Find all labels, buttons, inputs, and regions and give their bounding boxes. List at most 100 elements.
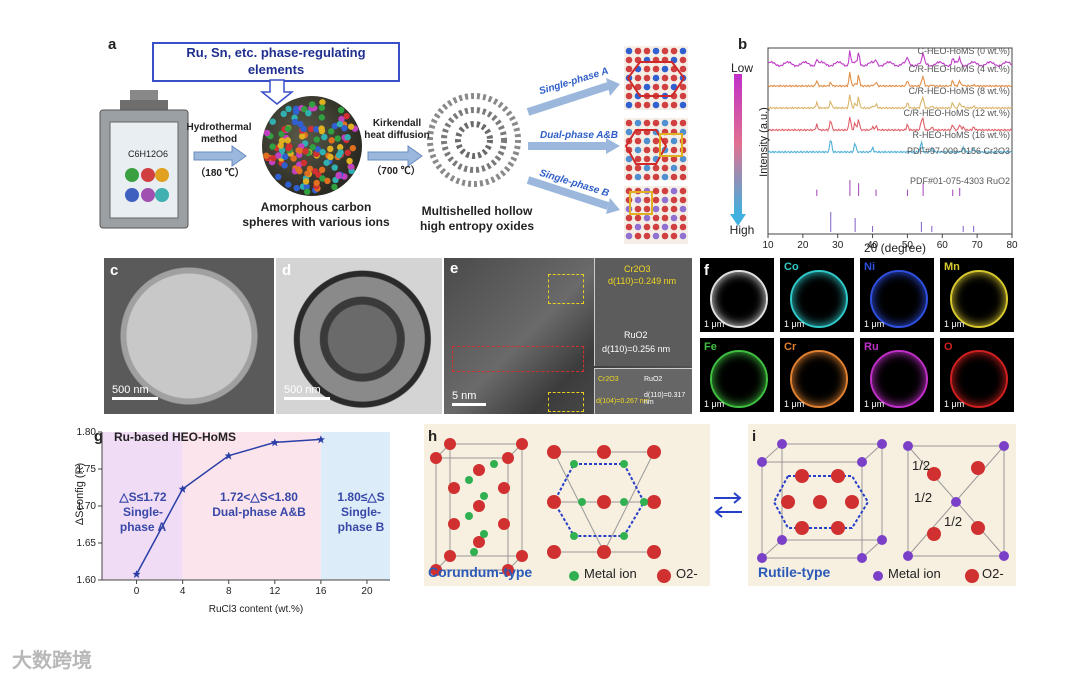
i-half-3: 1/2 [944,514,963,529]
kirk-line-2: heat diffusion [364,130,430,141]
xrd-trace-label: C/R-HEO-HoMS (12 wt.%) [903,108,1010,118]
e-sub-d2: d(110)=0.317 nm [644,392,686,406]
xrd-ylabel: Intensity (a.u.) [758,107,770,177]
tem-scale: 500 nm [284,384,321,396]
eds-map-sem: 1 μm [700,258,774,332]
eds-map-element: Mn [944,261,960,273]
rutile-structure [757,439,1009,583]
e-sub-cr: Cr2O3 [598,376,619,383]
panel-i-label: i [752,428,757,445]
e-sub-d1: d(104)=0.267 nm [596,398,650,405]
xrd-xtick: 40 [867,240,879,251]
eds-map-sphere [950,350,1008,408]
box-line-1: Ru, Sn, etc. phase-regulating [186,45,366,60]
eds-map-sphere [790,270,848,328]
eds-map-fe: Fe 1 μm [700,338,774,412]
g-region-a [102,432,183,580]
g-ytick: 1.65 [77,538,97,549]
xrd-xtick: 20 [797,240,809,251]
eds-map-scale: 1 μm [704,399,725,409]
xrd-xtick: 70 [972,240,984,251]
g-ytick: 1.75 [77,464,97,475]
eds-map-element: Fe [704,341,717,353]
eds-map-sphere [790,350,848,408]
hollow-line-1: Multishelled hollow [421,204,533,218]
amorph-line-2: spheres with various ions [242,215,390,229]
corundum-name: Corundum-type [428,564,533,580]
rutile-name: Rutile-type [758,564,831,580]
hrtem-box-1 [548,274,584,304]
e-cr2o3: Cr2O3 [624,264,651,274]
g-point [224,451,233,460]
xrd-low: Low [730,61,753,75]
kirk-line-1: Kirkendall [372,118,422,129]
eds-map-co: Co 1 μm [780,258,854,332]
xrd-xlabel: 2θ (degree) [863,241,927,255]
panel-a-label: a [108,36,117,53]
sem-scale-bar [112,397,158,400]
eds-map-scale: 1 μm [704,319,725,329]
hrtem-interface-box [452,346,584,372]
hydro-temp: （180 ℃） [195,168,245,179]
panel-c-label: c [110,262,119,279]
g-region-b-line2: Single- [340,505,381,519]
panel-b-label: b [738,36,748,53]
sem-scale: 500 nm [112,384,149,396]
g-region-a-text: △S≤1.72 Single- phase A [102,490,184,535]
h-legend-o: O2- [676,566,698,581]
hrtem-image: e Cr2O3 d(110)=0.249 nm RuO2 d(110)=0.25… [444,258,692,414]
xrd-xtick: 60 [937,240,949,251]
eds-map-sphere [710,270,768,328]
hollow-label: Multishelled hollow high entropy oxides [412,204,542,234]
phase-regulating-box: Ru, Sn, etc. phase-regulating elements [152,42,400,82]
eds-map-scale: 1 μm [944,319,965,329]
panel-d-label: d [282,262,292,279]
panel-e-label: e [450,260,459,277]
g-region-b-text: 1.80≤△S Single- phase B [326,490,396,535]
hydro-line-1: Hydrothermal [186,122,252,133]
xrd-xtick: 30 [832,240,844,251]
g-point [132,570,141,579]
g-region-a-line2: Single- [122,505,163,519]
g-region-a-line3: phase A [119,520,167,534]
hrtem-scale-bar [452,403,486,406]
xrd-xtick: 10 [762,240,774,251]
eds-map-element: Ni [864,261,875,273]
eds-map-sphere [710,350,768,408]
eds-map-element: Co [784,261,799,273]
i-half-2: 1/2 [914,490,933,505]
xrd-plot: 10 20 30 40 50 60 70 80 [730,47,1018,251]
g-title: Ru-based HEO-HoMS [114,430,237,444]
tem-image: d 500 nm [276,258,442,414]
panel-h-bg [424,424,710,586]
kirk-temp: （700 ℃） [371,166,421,177]
eds-map-scale: 1 μm [944,399,965,409]
i-legend-metal: Metal ion [888,566,941,581]
g-region-ab [182,432,321,580]
g-ylabel: ΔSconfig (R) [74,462,86,526]
eds-map-element: O [944,341,953,353]
g-region-b-line1: 1.80≤△S [337,490,385,504]
hrtem-scale: 5 nm [452,390,477,402]
g-xtick: 4 [180,586,186,597]
xrd-trace-label: C/R-HEO-HoMS (4 wt.%) [908,64,1010,74]
eds-maps: 1 μm Co 1 μm Ni 1 μm Mn 1 μm Fe 1 μm Cr 1 μm Ru 1 μm… [700,258,1016,416]
g-xtick: 0 [134,586,140,597]
eds-map-o: O 1 μm [940,338,1014,412]
hydrothermal-label: Hydrothermal method [184,122,254,146]
eds-map-element: Cr [784,341,797,353]
xrd-trace-label: PDF#97-009-0156 Cr2O3 [906,146,1010,156]
kirkendall-label: Kirkendall heat diffusion [362,118,432,142]
amorphous-label: Amorphous carbon spheres with various io… [236,200,396,230]
eds-map-cr: Cr 1 μm [780,338,854,412]
tem-scale-bar [284,397,330,400]
hrtem-inset-2 [594,368,692,414]
eds-map-ni: Ni 1 μm [860,258,934,332]
g-ytick: 1.60 [77,575,97,586]
g-point [316,435,325,444]
panel-g-label: g [94,428,104,445]
reactor-formula: C6H12O6 [127,149,169,159]
xrd-xtick: 50 [902,240,914,251]
i-legend-o: O2- [982,566,1004,581]
g-point [178,484,187,493]
